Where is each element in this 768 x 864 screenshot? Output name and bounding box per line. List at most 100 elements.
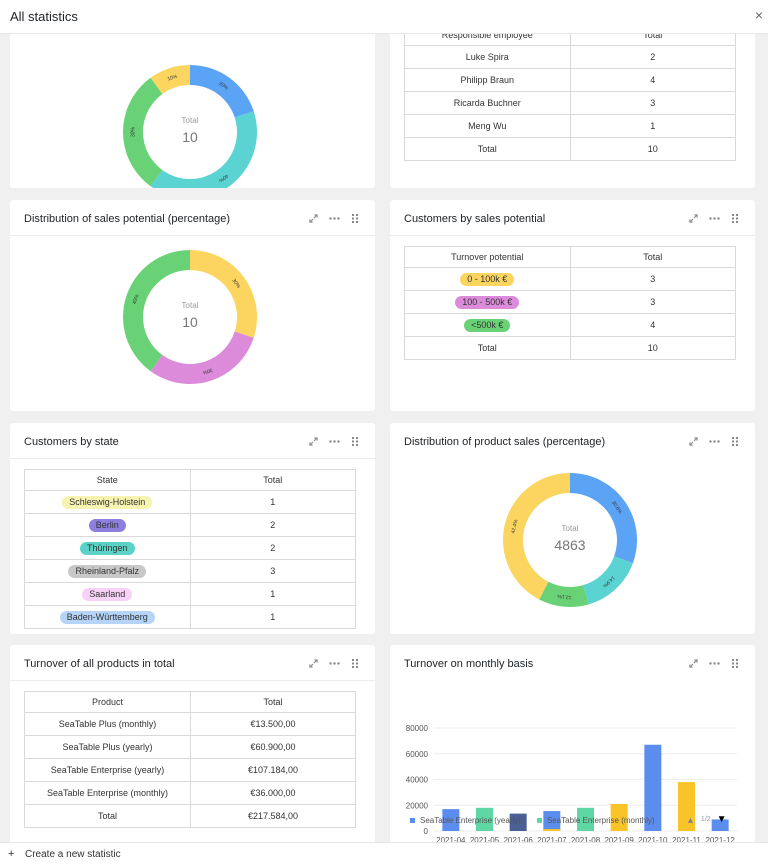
- table-cell: 3: [569, 267, 736, 291]
- donut-segment[interactable]: [190, 65, 254, 118]
- donut-segment[interactable]: [570, 473, 637, 564]
- statistics-grid[interactable]: 20% 40% 30% 10% Total 10 Responsible employee…: [0, 34, 768, 842]
- bar[interactable]: [644, 744, 662, 831]
- expand-icon[interactable]: [687, 435, 699, 447]
- more-icon[interactable]: [328, 212, 340, 224]
- segment-label: 20%: [217, 81, 229, 92]
- option-pill: Berlin: [88, 518, 126, 532]
- stat-card-turnover-monthly: Turnover on monthly basis 0 20000 40000 600…: [390, 645, 755, 842]
- column-header: State: [24, 469, 191, 491]
- table-cell: Saarland: [24, 582, 191, 606]
- donut-segment[interactable]: [583, 556, 633, 605]
- legend-label: SeaTable Enterprise (monthly): [546, 816, 655, 825]
- sales-potential-table: Turnover potential Total 0 - 100k € 3 10…: [404, 246, 736, 360]
- create-statistic-button[interactable]: Create a new statistic: [25, 849, 121, 860]
- card-toolbar: [307, 435, 361, 447]
- stat-card-customers-by-state: Customers by state State Total Schleswig…: [10, 423, 375, 634]
- expand-icon[interactable]: [307, 212, 319, 224]
- bar[interactable]: [711, 819, 729, 831]
- legend-item[interactable]: SeaTable Enterprise (monthly): [536, 816, 655, 825]
- donut-segment[interactable]: [503, 473, 570, 600]
- table-cell: 4: [569, 68, 736, 92]
- table-cell: €107.184,00: [190, 758, 356, 782]
- table-cell: Thüringen: [24, 536, 191, 560]
- legend-pager: ▲ 1/2 ▼: [686, 814, 727, 825]
- card-toolbar: [687, 435, 741, 447]
- donut-segment[interactable]: [123, 250, 190, 372]
- table-cell: Total: [24, 804, 191, 828]
- option-pill: <500k €: [464, 318, 511, 332]
- drag-handle-icon[interactable]: [729, 435, 741, 447]
- legend-item[interactable]: SeaTable Enterprise (yearly): [410, 816, 521, 825]
- x-tick-label: 2021-11: [672, 836, 701, 842]
- more-icon[interactable]: [708, 212, 720, 224]
- table-total-row: Total €217.584,00: [24, 804, 356, 828]
- donut-total-label: Total: [562, 524, 579, 533]
- card-toolbar: [687, 212, 741, 224]
- x-tick-label: 2021-09: [604, 836, 634, 842]
- y-tick-label: 60000: [406, 750, 429, 759]
- donut-total-value: 10: [182, 129, 198, 145]
- table-row: SeaTable Plus (yearly) €60.900,00: [24, 735, 356, 759]
- more-icon[interactable]: [328, 435, 340, 447]
- close-icon[interactable]: ×: [754, 7, 764, 23]
- bar[interactable]: [442, 809, 460, 831]
- more-icon[interactable]: [708, 435, 720, 447]
- table-header-row: Responsible employee Total: [404, 34, 736, 46]
- table-cell: 2: [189, 536, 356, 560]
- card-title: Customers by sales potential: [404, 213, 546, 225]
- donut-total-value: 4863: [554, 537, 585, 553]
- drag-handle-icon[interactable]: [349, 435, 361, 447]
- turnover-table: Product Total SeaTable Plus (monthly) €13…: [24, 691, 356, 828]
- plus-icon[interactable]: +: [8, 848, 15, 860]
- table-cell: 3: [569, 290, 736, 314]
- option-pill: 0 - 100k €: [460, 272, 515, 286]
- bar[interactable]: [610, 803, 628, 831]
- dialog-header: All statistics ×: [0, 0, 768, 34]
- chart-legend: SeaTable Enterprise (yearly) SeaTable En…: [410, 816, 671, 825]
- bar[interactable]: [543, 811, 561, 831]
- more-icon[interactable]: [708, 657, 720, 669]
- expand-icon[interactable]: [687, 657, 699, 669]
- table-row: 100 - 500k € 3: [404, 290, 736, 314]
- bar[interactable]: [476, 807, 493, 831]
- pager-up-icon[interactable]: ▲: [686, 814, 695, 825]
- donut-segment[interactable]: [150, 65, 190, 94]
- donut-segment[interactable]: [150, 111, 257, 188]
- drag-handle-icon[interactable]: [349, 657, 361, 669]
- drag-handle-icon[interactable]: [349, 212, 361, 224]
- table-cell: 1: [569, 114, 736, 138]
- table-cell: 0 - 100k €: [404, 267, 571, 291]
- bar[interactable]: [543, 829, 561, 831]
- bar[interactable]: [509, 813, 527, 831]
- table-cell: Schleswig-Holstein: [24, 490, 191, 514]
- column-header: Product: [24, 691, 191, 713]
- legend-swatch: [536, 818, 542, 823]
- table-cell: 1: [189, 490, 356, 514]
- employee-table: Responsible employee Total Luke Spira 2 P…: [404, 34, 736, 161]
- bar[interactable]: [577, 807, 594, 831]
- donut-segment[interactable]: [122, 77, 163, 187]
- donut-segment[interactable]: [150, 331, 254, 384]
- donut-segment[interactable]: [190, 250, 257, 338]
- divider: [390, 235, 755, 236]
- bar[interactable]: [678, 782, 695, 831]
- segment-label: 30%: [201, 366, 213, 375]
- donut-segment[interactable]: [539, 581, 589, 607]
- more-icon[interactable]: [328, 657, 340, 669]
- pager-down-icon[interactable]: ▼: [716, 814, 727, 825]
- expand-icon[interactable]: [307, 435, 319, 447]
- donut-total-label: Total: [182, 301, 199, 310]
- drag-handle-icon[interactable]: [729, 212, 741, 224]
- drag-handle-icon[interactable]: [729, 657, 741, 669]
- expand-icon[interactable]: [687, 212, 699, 224]
- divider: [10, 458, 375, 459]
- stat-card-employee-donut: 20% 40% 30% 10% Total 10: [10, 34, 375, 188]
- divider: [10, 235, 375, 236]
- stat-card-turnover-total: Turnover of all products in total Produc…: [10, 645, 375, 842]
- table-cell: Baden-Württemberg: [24, 605, 191, 629]
- table-cell: €217.584,00: [190, 804, 356, 828]
- expand-icon[interactable]: [307, 657, 319, 669]
- x-tick-label: 2021-10: [638, 836, 668, 842]
- table-row: Berlin 2: [24, 513, 356, 537]
